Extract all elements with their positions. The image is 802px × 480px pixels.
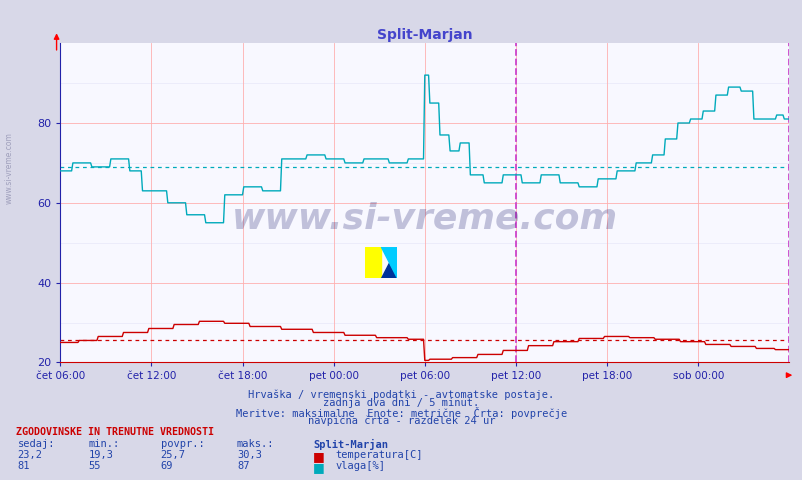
Text: 81: 81 (18, 461, 30, 471)
Text: temperatura[C]: temperatura[C] (335, 450, 423, 460)
Polygon shape (381, 247, 397, 278)
Text: 87: 87 (237, 461, 249, 471)
Text: 19,3: 19,3 (88, 450, 113, 460)
Text: 55: 55 (88, 461, 101, 471)
Text: 30,3: 30,3 (237, 450, 261, 460)
Text: zadnja dva dni / 5 minut.: zadnja dva dni / 5 minut. (323, 398, 479, 408)
Text: 25,7: 25,7 (160, 450, 185, 460)
Text: navpična črta - razdelek 24 ur: navpična črta - razdelek 24 ur (307, 416, 495, 426)
Text: 23,2: 23,2 (18, 450, 43, 460)
Text: Meritve: maksimalne  Enote: metrične  Črta: povprečje: Meritve: maksimalne Enote: metrične Črta… (236, 407, 566, 419)
Bar (365, 247, 381, 278)
Text: maks.:: maks.: (237, 439, 274, 449)
Text: povpr.:: povpr.: (160, 439, 204, 449)
Text: www.si-vreme.com: www.si-vreme.com (5, 132, 14, 204)
Title: Split-Marjan: Split-Marjan (376, 28, 472, 42)
Text: 69: 69 (160, 461, 173, 471)
Polygon shape (381, 247, 397, 278)
Text: ■: ■ (313, 461, 325, 474)
Text: min.:: min.: (88, 439, 119, 449)
Text: sedaj:: sedaj: (18, 439, 55, 449)
Text: www.si-vreme.com: www.si-vreme.com (232, 202, 617, 236)
Text: vlaga[%]: vlaga[%] (335, 461, 385, 471)
Text: Split-Marjan: Split-Marjan (313, 439, 387, 450)
Text: ■: ■ (313, 450, 325, 463)
Text: Hrvaška / vremenski podatki - avtomatske postaje.: Hrvaška / vremenski podatki - avtomatske… (248, 390, 554, 400)
Text: ZGODOVINSKE IN TRENUTNE VREDNOSTI: ZGODOVINSKE IN TRENUTNE VREDNOSTI (16, 427, 214, 437)
